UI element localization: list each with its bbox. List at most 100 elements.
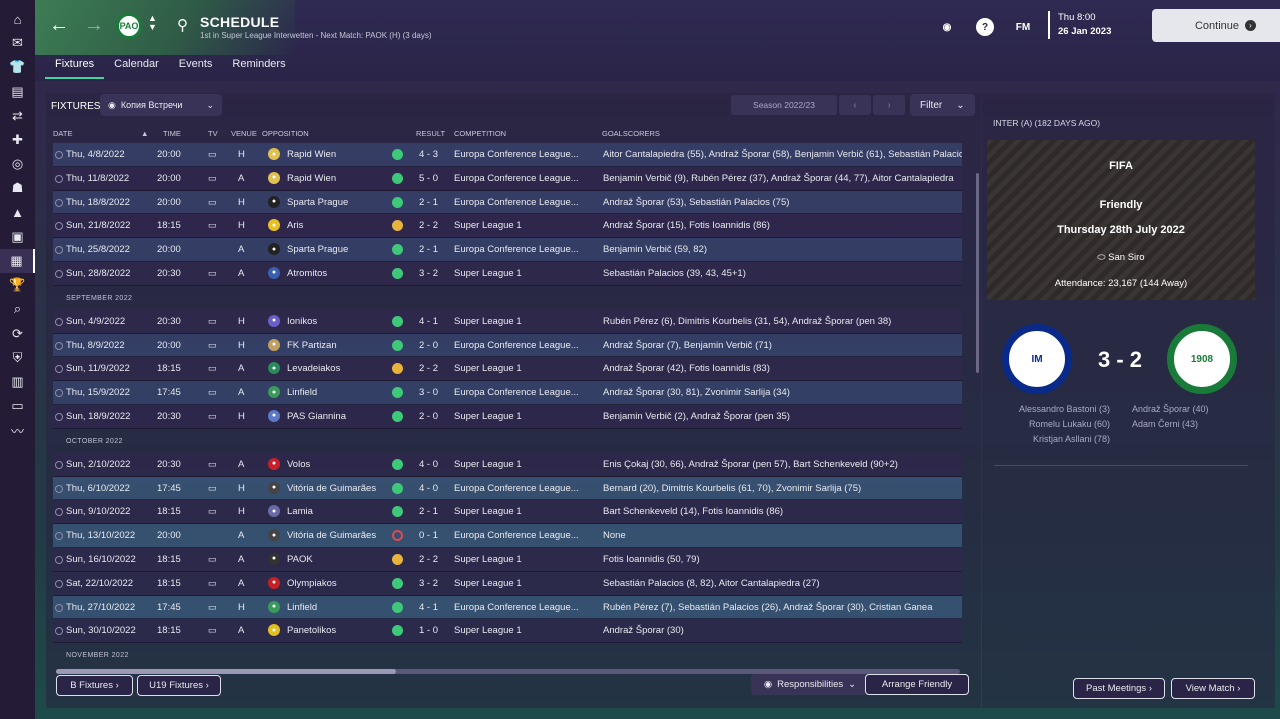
table-row[interactable]: Sun, 30/10/2022 18:15 A Panetolikos 1 - 0 Sup… xyxy=(53,619,962,644)
table-row[interactable]: Sun, 16/10/2022 18:15 A PAOK 2 - 2 Super Leag… xyxy=(53,547,962,572)
fixture-competition[interactable]: Super League 1 xyxy=(454,220,522,232)
fixture-opposition[interactable]: Linfield xyxy=(287,387,318,399)
fixture-competition[interactable]: Super League 1 xyxy=(454,506,522,518)
table-row[interactable]: Thu, 15/9/2022 17:45 A Linfield 3 - 0 Europa … xyxy=(53,381,962,405)
horizontal-scroll-thumb[interactable] xyxy=(56,669,396,674)
tab-calendar[interactable]: Calendar xyxy=(114,58,159,70)
fixture-competition[interactable]: Europa Conference League... xyxy=(454,172,579,184)
fixture-competition[interactable]: Super League 1 xyxy=(454,577,522,589)
fixture-opposition[interactable]: Sparta Prague xyxy=(287,244,349,256)
col-tv[interactable]: TV xyxy=(208,129,218,138)
season-next-icon[interactable]: › xyxy=(873,95,905,115)
dynamics-icon[interactable]: ◎ xyxy=(11,156,24,172)
inbox-icon[interactable]: ✉ xyxy=(12,35,23,51)
away-team-crest[interactable]: 1908 xyxy=(1167,324,1237,394)
fixture-competition[interactable]: Europa Conference League... xyxy=(454,530,579,542)
fixture-opposition[interactable]: Vitória de Guimarães xyxy=(287,482,377,494)
fixture-opposition[interactable]: Rapid Wien xyxy=(287,172,337,184)
fixture-opposition[interactable]: Volos xyxy=(287,458,311,470)
schedule-icon[interactable]: ▦ xyxy=(0,248,35,274)
back-arrow-icon[interactable]: ← xyxy=(49,14,69,36)
fixture-opposition[interactable]: Panetolikos xyxy=(287,625,337,637)
season-selector[interactable]: Season 2022/23 xyxy=(731,95,837,115)
col-goalscorers[interactable]: GOALSCORERS xyxy=(602,129,660,138)
fixture-opposition[interactable]: Linfield xyxy=(287,601,318,613)
fixture-opposition[interactable]: FK Partizan xyxy=(287,339,337,351)
transfers-icon[interactable]: ⟳ xyxy=(12,325,23,341)
fixture-competition[interactable]: Super League 1 xyxy=(454,410,522,422)
table-row[interactable]: Thu, 4/8/2022 20:00 H Rapid Wien 4 - 3 Europa… xyxy=(53,143,962,167)
club-vision-icon[interactable]: ▲ xyxy=(11,205,24,221)
table-row[interactable]: Sun, 9/10/2022 18:15 H Lamia 2 - 1 Super Leag… xyxy=(53,500,962,525)
table-row[interactable]: Thu, 25/8/2022 20:00 A Sparta Prague 2 - 1 Eu… xyxy=(53,238,962,262)
b-fixtures-button[interactable]: B Fixtures › xyxy=(56,675,133,696)
medical-icon[interactable]: ✚ xyxy=(12,132,23,148)
col-venue[interactable]: VENUE xyxy=(231,129,257,138)
development-icon[interactable]: ▭ xyxy=(11,398,24,414)
u19-fixtures-button[interactable]: U19 Fixtures › xyxy=(137,675,221,696)
search-icon[interactable]: ⚲ xyxy=(177,17,188,34)
col-competition[interactable]: COMPETITION xyxy=(454,129,507,138)
fixture-opposition[interactable]: Sparta Prague xyxy=(287,196,349,208)
staff-icon[interactable]: ☗ xyxy=(11,180,24,196)
fixture-competition[interactable]: Europa Conference League... xyxy=(454,387,579,399)
fixture-competition[interactable]: Super League 1 xyxy=(454,553,522,565)
club-crest[interactable]: PAO xyxy=(116,13,142,39)
training-icon[interactable]: ⇄ xyxy=(12,107,23,123)
fixture-competition[interactable]: Europa Conference League... xyxy=(454,339,579,351)
tactics-icon[interactable]: ▤ xyxy=(11,83,24,99)
fixture-opposition[interactable]: Ionikos xyxy=(287,315,318,327)
fixture-competition[interactable]: Super League 1 xyxy=(454,625,522,637)
past-meetings-button[interactable]: Past Meetings › xyxy=(1073,678,1165,699)
col-time[interactable]: TIME xyxy=(163,129,181,138)
continue-button[interactable]: Continue › xyxy=(1152,9,1280,42)
table-row[interactable]: Thu, 27/10/2022 17:45 H Linfield 4 - 1 Europa… xyxy=(53,595,962,620)
fixture-opposition[interactable]: PAS Giannina xyxy=(287,410,346,422)
table-row[interactable]: Sun, 11/9/2022 18:15 A Levadeiakos 2 - 2 Supe… xyxy=(53,357,962,382)
horizontal-scrollbar[interactable] xyxy=(56,669,960,674)
help-icon[interactable]: ? xyxy=(976,18,994,36)
forward-arrow-icon[interactable]: → xyxy=(84,14,104,36)
table-row[interactable]: Thu, 6/10/2022 17:45 H Vitória de Guimarães… xyxy=(53,476,962,501)
fixture-opposition[interactable]: Lamia xyxy=(287,506,313,518)
fixture-opposition[interactable]: Levadeiakos xyxy=(287,363,341,375)
col-result[interactable]: RESULT xyxy=(416,129,446,138)
season-prev-icon[interactable]: ‹ xyxy=(839,95,871,115)
view-dropdown[interactable]: ◉ Копия Встречи ⌄ xyxy=(100,94,222,116)
col-date[interactable]: DATE xyxy=(53,129,73,138)
fixture-competition[interactable]: Super League 1 xyxy=(454,458,522,470)
fixture-competition[interactable]: Europa Conference League... xyxy=(454,244,579,256)
home-team-crest[interactable]: IM xyxy=(1002,324,1072,394)
scouting-icon[interactable]: ⌕ xyxy=(13,301,22,317)
social-globe-icon[interactable]: ◉ xyxy=(942,21,952,33)
data-hub-icon[interactable]: ▥ xyxy=(11,373,24,389)
arrange-friendly-button[interactable]: Arrange Friendly xyxy=(865,674,969,695)
table-row[interactable]: Sun, 18/9/2022 20:30 H PAS Giannina 2 - 0 Sup… xyxy=(53,404,962,429)
table-row[interactable]: Sun, 28/8/2022 20:30 A Atromitos 3 - 2 Super … xyxy=(53,261,962,286)
report-icon[interactable]: 〰 xyxy=(10,423,24,439)
fixture-competition[interactable]: Europa Conference League... xyxy=(454,196,579,208)
table-row[interactable]: Sun, 4/9/2022 20:30 H Ionikos 4 - 1 Super Lea… xyxy=(53,309,962,334)
vertical-scrollbar[interactable] xyxy=(976,173,979,373)
table-row[interactable]: Sat, 22/10/2022 18:15 A Olympiakos 3 - 2 Supe… xyxy=(53,571,962,596)
table-row[interactable]: Thu, 18/8/2022 20:00 H Sparta Prague 2 - 1 Eu… xyxy=(53,190,962,215)
fixture-competition[interactable]: Super League 1 xyxy=(454,363,522,375)
view-match-button[interactable]: View Match › xyxy=(1171,678,1255,699)
table-row[interactable]: Sun, 21/8/2022 18:15 H Aris 2 - 2 Super Leagu… xyxy=(53,214,962,239)
table-row[interactable]: Thu, 11/8/2022 20:00 A Rapid Wien 5 - 0 Europ… xyxy=(53,166,962,191)
competitions-icon[interactable]: 🏆 xyxy=(9,277,26,293)
tab-fixtures[interactable]: Fixtures xyxy=(45,54,105,79)
table-row[interactable]: Thu, 8/9/2022 20:00 H FK Partizan 2 - 0 Europ… xyxy=(53,333,962,358)
fixture-opposition[interactable]: PAOK xyxy=(287,553,313,565)
club-info-icon[interactable]: ⛨ xyxy=(12,349,23,365)
fixture-opposition[interactable]: Rapid Wien xyxy=(287,149,337,160)
filter-dropdown[interactable]: Filter ⌄ xyxy=(910,94,975,116)
fixture-opposition[interactable]: Vitória de Guimarães xyxy=(287,530,377,542)
fm-menu-button[interactable]: FM xyxy=(1015,21,1031,33)
fixture-competition[interactable]: Super League 1 xyxy=(454,267,522,279)
fixture-competition[interactable]: Europa Conference League... xyxy=(454,601,579,613)
home-icon[interactable]: ⌂ xyxy=(13,11,22,27)
squad-icon[interactable]: 👕 xyxy=(9,59,26,75)
fixture-competition[interactable]: Europa Conference League... xyxy=(454,482,579,494)
club-switch-chevron-icon[interactable]: ▲ ▼ xyxy=(148,13,157,32)
